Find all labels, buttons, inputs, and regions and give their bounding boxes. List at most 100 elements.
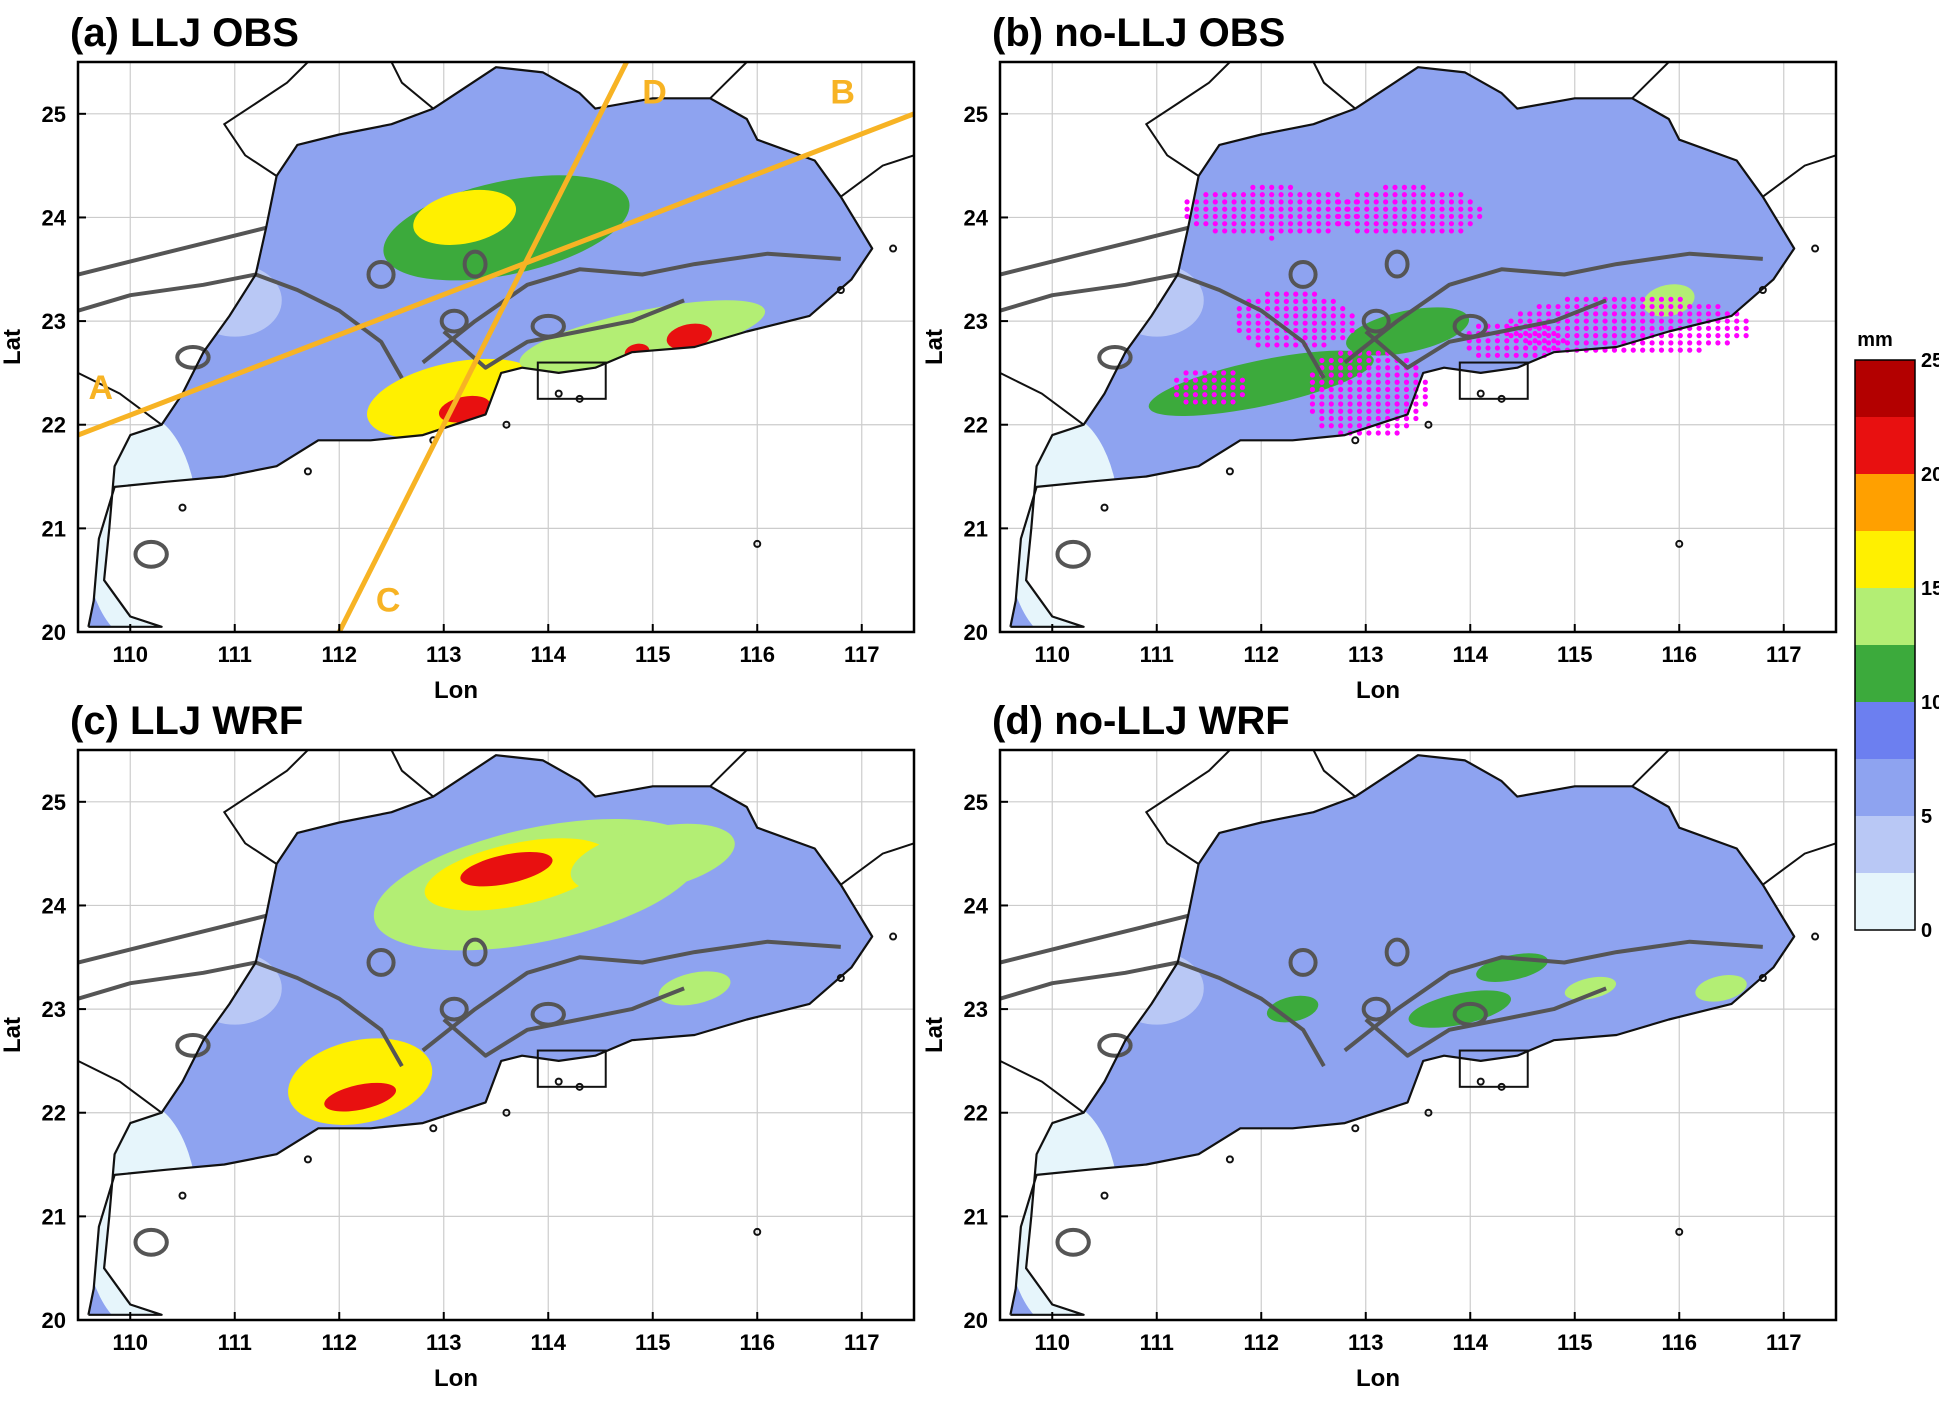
- hatch-dot: [1476, 345, 1482, 351]
- hatch-dot: [1513, 352, 1519, 358]
- hatch-dot: [1413, 401, 1419, 407]
- island: [429, 1124, 438, 1133]
- hatch-dot: [1523, 330, 1529, 337]
- x-axis-label: Lon: [1356, 1365, 1400, 1392]
- hatch-dot: [1293, 306, 1299, 312]
- hatch-dot: [1611, 296, 1618, 302]
- hatch-dot: [1306, 199, 1312, 205]
- hatch-dot: [1354, 213, 1360, 220]
- colorbar-tick-label: 5: [1921, 806, 1932, 828]
- hatch-dot: [1250, 192, 1256, 198]
- neighbor-border: [709, 750, 748, 788]
- hatch-dot: [1467, 206, 1473, 212]
- hatch-dot: [1373, 213, 1379, 220]
- hatch-dot: [1278, 213, 1284, 220]
- hatch-dot: [1335, 199, 1342, 205]
- hatch-dot: [1649, 347, 1655, 353]
- colorbar: 0 5 10 15 20 25 mm: [1854, 329, 1939, 942]
- hatch-dot: [1383, 206, 1389, 212]
- hatch-dot: [1640, 311, 1646, 317]
- hatch-dot: [1293, 313, 1299, 319]
- hatch-dot: [1687, 333, 1693, 339]
- hatch-dot: [1325, 206, 1331, 212]
- hatch-dot: [1593, 340, 1599, 346]
- hatch-dot: [1375, 408, 1381, 414]
- rainfall-cell: [666, 323, 712, 350]
- hatch-dot: [1430, 206, 1436, 212]
- hatch-dot: [1715, 325, 1721, 331]
- hatch-dot: [1319, 394, 1325, 400]
- lat-tick-label: 23: [42, 997, 66, 1022]
- neighbor-border: [78, 372, 163, 426]
- province-outline: [1009, 66, 1796, 628]
- hatch-dot: [1375, 415, 1381, 422]
- colorbar-tick-label: 15: [1921, 578, 1939, 600]
- hatch-dot: [1231, 221, 1237, 227]
- hatch-dot: [1546, 325, 1552, 331]
- hatch-dot: [1448, 221, 1455, 227]
- hatch-dot: [1240, 228, 1247, 234]
- lon-tick-label: 114: [531, 642, 567, 667]
- hatch-dot: [1649, 303, 1655, 310]
- hatch-dot: [1338, 401, 1344, 407]
- hatch-dot: [1439, 206, 1445, 212]
- island: [1351, 1124, 1360, 1133]
- hatch-dot: [1202, 377, 1208, 383]
- hatch-dot: [1630, 333, 1636, 339]
- island: [1476, 1077, 1485, 1086]
- hatch-dot: [1302, 313, 1308, 319]
- hatch-dot: [1349, 320, 1355, 326]
- hatch-dot: [1394, 423, 1400, 429]
- hatch-dot: [1467, 199, 1473, 205]
- hatch-dot: [1527, 311, 1533, 317]
- colorbar-unit: mm: [1857, 329, 1893, 351]
- hatch-dot: [1411, 228, 1417, 234]
- hatch-dot: [1546, 340, 1552, 346]
- hatch-dot: [1335, 221, 1342, 227]
- hatch-dot: [1183, 370, 1189, 376]
- hatch-dot: [1269, 184, 1275, 190]
- terrain-contour-line: [1000, 225, 1189, 277]
- hatch-dot: [1383, 221, 1389, 227]
- hatch-dot: [1356, 386, 1363, 393]
- hatch-dot: [1183, 384, 1189, 391]
- island: [178, 503, 187, 512]
- hatch-dot: [1240, 213, 1247, 220]
- hatch-dot: [1555, 333, 1561, 339]
- hatch-dot: [1347, 408, 1353, 414]
- hatch-dot: [1411, 199, 1417, 205]
- hatch-dot: [1269, 235, 1275, 241]
- hatch-dot: [1705, 311, 1712, 317]
- hatch-dot: [1640, 333, 1646, 339]
- hatch-dot: [1640, 303, 1646, 310]
- lon-tick-label: 111: [1140, 1330, 1174, 1355]
- island: [1100, 1191, 1109, 1200]
- terrain-contour-ring: [1361, 996, 1391, 1022]
- hatch-dot: [1448, 206, 1455, 212]
- hatch-dot: [1658, 311, 1665, 317]
- hatch-dot: [1392, 192, 1398, 198]
- hatch-dot: [1574, 318, 1580, 324]
- hatch-dot: [1649, 296, 1655, 302]
- lat-tick-label: 22: [964, 1101, 988, 1126]
- hatch-dot: [1230, 377, 1236, 383]
- hatch-dot: [1373, 192, 1379, 198]
- hatch-dot: [1696, 325, 1702, 331]
- section-label: D: [642, 73, 667, 111]
- hatch-dot: [1259, 221, 1265, 227]
- hatch-dot: [1715, 333, 1721, 339]
- hatch-dot: [1420, 184, 1426, 190]
- hatch-dot: [1283, 298, 1289, 304]
- terrain-contour-ring: [462, 249, 488, 279]
- island: [753, 539, 762, 548]
- hatch-dot: [1401, 206, 1408, 212]
- hatch-dot: [1611, 340, 1618, 346]
- hatch-dot: [1715, 340, 1721, 346]
- hatch-dot: [1630, 347, 1636, 353]
- hatch-dot: [1411, 184, 1417, 190]
- terrain-contour-ring: [530, 1001, 566, 1027]
- hatch-dot: [1677, 333, 1683, 339]
- hatch-dot: [1338, 372, 1344, 378]
- hatch-dot: [1430, 192, 1436, 198]
- hatch-dot: [1640, 325, 1646, 331]
